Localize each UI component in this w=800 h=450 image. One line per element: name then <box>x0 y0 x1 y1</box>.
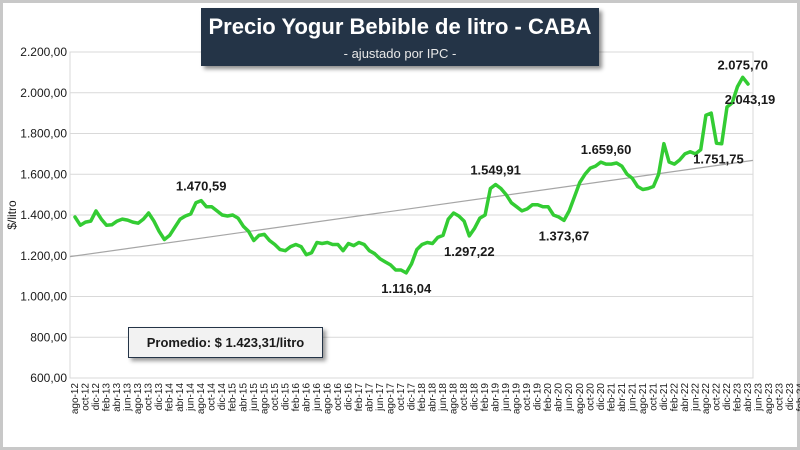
x-tick-label: dic-18 <box>470 383 481 411</box>
data-label: 2.043,19 <box>725 92 776 107</box>
data-label: 1.116,04 <box>381 281 432 296</box>
chart-subtitle: - ajustado por IPC - <box>343 46 457 61</box>
x-tick-label: ago-20 <box>575 383 586 415</box>
x-tick-label: dic-12 <box>91 383 102 411</box>
y-tick-label: 600,00 <box>30 371 67 385</box>
x-tick-label: ago-13 <box>133 383 144 415</box>
x-tick-label: feb-20 <box>543 383 554 412</box>
x-tick-label: feb-22 <box>669 383 680 412</box>
x-tick-label: dic-14 <box>217 383 228 411</box>
x-tick-label: abr-18 <box>428 383 439 412</box>
x-tick-label: ago-18 <box>449 383 460 415</box>
x-tick-label: oct-17 <box>396 383 407 411</box>
x-tick-label: dic-16 <box>343 383 354 411</box>
x-tick-label: oct-13 <box>144 383 155 411</box>
x-tick-label: ago-19 <box>512 383 523 415</box>
x-tick-label: jun-19 <box>501 383 512 412</box>
average-box: Promedio: $ 1.423,31/litro <box>128 327 323 358</box>
x-tick-label: abr-22 <box>680 383 691 412</box>
x-tick-label: feb-18 <box>417 383 428 412</box>
x-tick-label: dic-21 <box>659 383 670 411</box>
x-tick-label: abr-17 <box>364 383 375 412</box>
x-tick-label: dic-17 <box>407 383 418 411</box>
x-tick-label: oct-23 <box>775 383 786 411</box>
x-tick-label: ago-21 <box>638 383 649 415</box>
x-tick-label: oct-16 <box>333 383 344 411</box>
y-tick-label: 1.600,00 <box>20 167 67 181</box>
data-label: 1.297,22 <box>444 244 495 259</box>
x-tick-label: jun-16 <box>312 383 323 412</box>
x-tick-label: oct-15 <box>270 383 281 411</box>
x-tick-label: jun-23 <box>754 383 765 412</box>
x-tick-label: oct-20 <box>585 383 596 411</box>
x-tick-label: feb-23 <box>732 383 743 412</box>
x-tick-label: abr-19 <box>491 383 502 412</box>
data-label: 1.659,60 <box>581 142 632 157</box>
x-tick-label: feb-15 <box>228 383 239 412</box>
y-tick-label: 1.400,00 <box>20 208 67 222</box>
x-tick-label: dic-15 <box>280 383 291 411</box>
x-tick-label: abr-23 <box>743 383 754 412</box>
x-tick-label: dic-20 <box>596 383 607 411</box>
data-label: 1.751,75 <box>693 151 744 166</box>
x-tick-label: abr-20 <box>554 383 565 412</box>
x-tick-label: feb-19 <box>480 383 491 412</box>
x-tick-label: ago-14 <box>196 383 207 415</box>
data-label: 1.549,91 <box>470 162 521 177</box>
series-line <box>73 75 750 275</box>
trend-line <box>69 159 754 258</box>
x-tick-label: jun-15 <box>249 383 260 412</box>
data-label: 1.373,67 <box>539 228 590 243</box>
x-tick-label: dic-19 <box>533 383 544 411</box>
x-tick-label: abr-14 <box>175 383 186 412</box>
x-tick-label: jun-18 <box>438 383 449 412</box>
y-axis-label: $/litro <box>5 200 19 230</box>
x-tick-label: feb-21 <box>606 383 617 412</box>
x-tick-label: oct-14 <box>207 383 218 411</box>
x-tick-label: ago-15 <box>259 383 270 415</box>
chart-title: Precio Yogur Bebible de litro - CABA <box>208 14 592 39</box>
data-label: 2.075,70 <box>717 57 768 72</box>
x-tick-label: ago-16 <box>322 383 333 415</box>
x-tick-label: oct-12 <box>81 383 92 411</box>
x-tick-label: jun-22 <box>690 383 701 412</box>
x-tick-label: abr-16 <box>301 383 312 412</box>
x-tick-label: oct-21 <box>648 383 659 411</box>
x-tick-label: dic-22 <box>722 383 733 411</box>
x-tick-label: ago-12 <box>70 383 81 415</box>
x-tick-label: ago-17 <box>385 383 396 415</box>
x-tick-label: ago-22 <box>701 383 712 415</box>
x-tick-label: oct-19 <box>522 383 533 411</box>
x-tick-label: dic-13 <box>154 383 165 411</box>
x-tick-label: jun-21 <box>627 383 638 412</box>
x-tick-label: ago-23 <box>764 383 775 415</box>
x-tick-label: abr-15 <box>238 383 249 412</box>
y-tick-label: 800,00 <box>30 330 67 344</box>
y-tick-label: 2.200,00 <box>20 45 67 59</box>
x-tick-label: jun-13 <box>123 383 134 412</box>
x-tick-label: feb-16 <box>291 383 302 412</box>
x-tick-label: feb-24 <box>796 383 800 412</box>
x-tick-label: dic-23 <box>785 383 796 411</box>
y-tick-label: 2.000,00 <box>20 86 67 100</box>
x-tick-label: jun-20 <box>564 383 575 412</box>
y-tick-label: 1.200,00 <box>20 249 67 263</box>
y-tick-label: 1.000,00 <box>20 290 67 304</box>
x-tick-label: abr-13 <box>112 383 123 412</box>
x-tick-label: oct-18 <box>459 383 470 411</box>
title-box: Precio Yogur Bebible de litro - CABA - a… <box>201 8 599 66</box>
average-label: Promedio: $ 1.423,31/litro <box>146 335 305 350</box>
x-tick-label: feb-14 <box>165 383 176 412</box>
x-tick-label: oct-22 <box>711 383 722 411</box>
x-tick-label: jun-14 <box>186 383 197 412</box>
x-tick-label: abr-21 <box>617 383 628 412</box>
data-label: 1.470,59 <box>176 179 227 194</box>
x-tick-label: feb-13 <box>102 383 113 412</box>
x-tick-label: jun-17 <box>375 383 386 412</box>
y-tick-label: 1.800,00 <box>20 127 67 141</box>
x-tick-label: feb-17 <box>354 383 365 412</box>
